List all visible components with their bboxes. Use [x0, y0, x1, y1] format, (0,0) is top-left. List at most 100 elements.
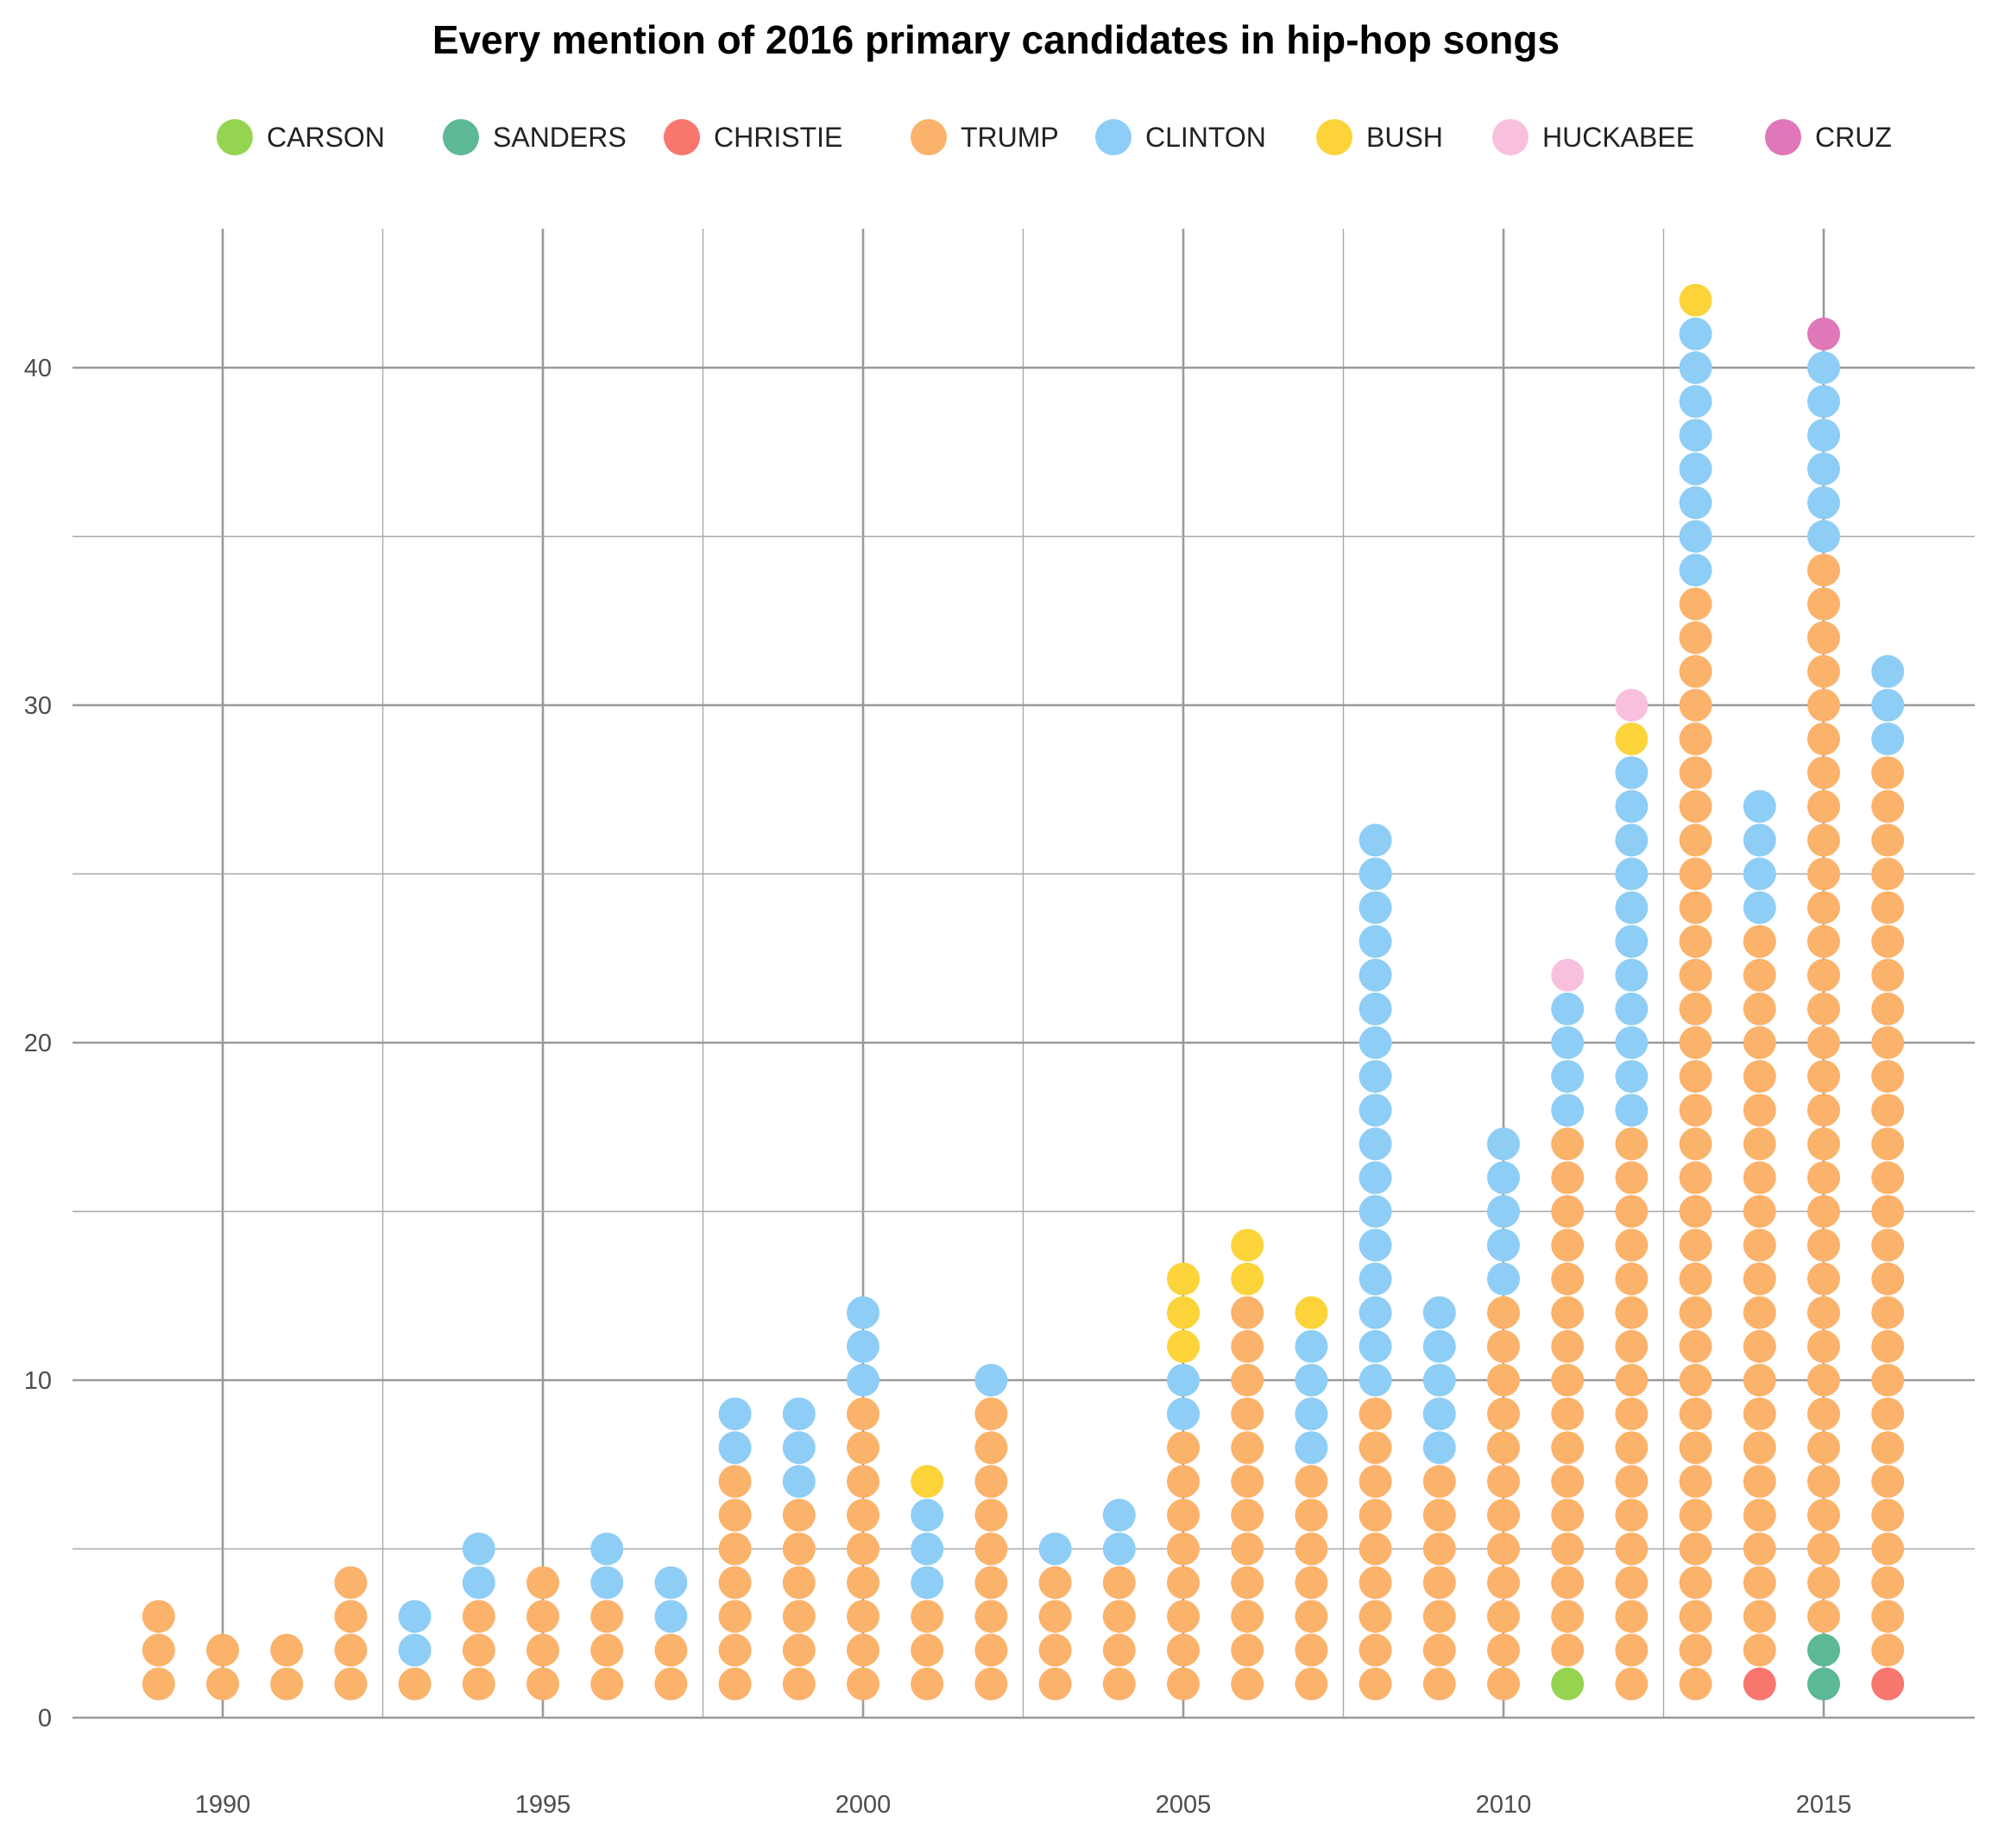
- dot-trump-2014: [1743, 1228, 1776, 1262]
- dot-trump-2004: [1102, 1667, 1136, 1700]
- dot-trump-2016: [1871, 1296, 1905, 1329]
- dot-trump-2011: [1551, 1431, 1585, 1465]
- dot-trump-2006: [1231, 1566, 1264, 1599]
- dot-trump-2002: [974, 1397, 1008, 1431]
- dot-trump-2004: [1102, 1566, 1136, 1599]
- dot-carson-2011: [1551, 1667, 1585, 1700]
- dot-trump-2015: [1807, 924, 1840, 958]
- legend-swatch-sanders: [443, 119, 479, 155]
- dot-trump-2002: [974, 1599, 1008, 1633]
- dot-trump-2014: [1743, 1465, 1776, 1498]
- dot-trump-2008: [1358, 1599, 1392, 1633]
- dot-trump-2007: [1295, 1566, 1328, 1599]
- dot-trump-1999: [782, 1566, 816, 1599]
- dot-clinton-2008: [1358, 958, 1392, 992]
- dot-bush-2006: [1231, 1262, 1264, 1296]
- dot-clinton-2012: [1615, 790, 1648, 823]
- dot-trump-2008: [1358, 1667, 1392, 1700]
- dot-clinton-2008: [1358, 1296, 1392, 1329]
- dot-clinton-2012: [1615, 891, 1648, 924]
- dot-trump-2012: [1615, 1465, 1648, 1498]
- dot-christie-2014: [1743, 1667, 1776, 1700]
- dot-trump-2016: [1871, 1431, 1905, 1465]
- dot-trump-2013: [1679, 790, 1712, 823]
- dot-trump-2012: [1615, 1262, 1648, 1296]
- dot-trump-2007: [1295, 1599, 1328, 1633]
- legend-label-cruz: CRUZ: [1815, 122, 1892, 153]
- dot-trump-2015: [1807, 1397, 1840, 1431]
- dot-trump-1995: [526, 1566, 559, 1599]
- dot-trump-2006: [1231, 1397, 1264, 1431]
- dot-trump-2015: [1807, 1228, 1840, 1262]
- x-tick-label: 1990: [195, 1791, 251, 1819]
- dot-clinton-2013: [1679, 317, 1712, 350]
- dot-trump-2011: [1551, 1532, 1585, 1566]
- dot-clinton-1999: [782, 1431, 816, 1465]
- dot-trump-2008: [1358, 1498, 1392, 1532]
- dot-trump-1999: [782, 1532, 816, 1566]
- dot-trump-2014: [1743, 924, 1776, 958]
- dot-trump-2011: [1551, 1599, 1585, 1633]
- dot-bush-2007: [1295, 1296, 1328, 1329]
- dot-trump-1992: [334, 1633, 368, 1667]
- y-tick-label: 20: [24, 1030, 52, 1057]
- dot-trump-2012: [1615, 1161, 1648, 1195]
- dot-trump-2016: [1871, 1599, 1905, 1633]
- dot-trump-2012: [1615, 1599, 1648, 1633]
- dot-clinton-2010: [1487, 1228, 1520, 1262]
- dot-trump-2012: [1615, 1498, 1648, 1532]
- dot-trump-2009: [1422, 1667, 1456, 1700]
- dot-clinton-2008: [1358, 1060, 1392, 1094]
- dot-trump-2010: [1487, 1633, 1520, 1667]
- dot-trump-2004: [1102, 1633, 1136, 1667]
- dot-trump-2006: [1231, 1599, 1264, 1633]
- dot-clinton-1999: [782, 1397, 816, 1431]
- dot-trump-2008: [1358, 1566, 1392, 1599]
- dot-trump-2015: [1807, 1127, 1840, 1161]
- dot-clinton-2010: [1487, 1161, 1520, 1195]
- dot-clinton-2012: [1615, 1060, 1648, 1094]
- dot-trump-2005: [1167, 1465, 1200, 1498]
- dot-trump-2013: [1679, 1465, 1712, 1498]
- dot-cruz-2015: [1807, 317, 1840, 350]
- dot-clinton-1993: [398, 1599, 432, 1633]
- dot-trump-2012: [1615, 1296, 1648, 1329]
- dot-clinton-2015: [1807, 419, 1840, 452]
- dot-trump-2013: [1679, 1633, 1712, 1667]
- dot-trump-2016: [1871, 924, 1905, 958]
- dot-trump-2016: [1871, 1566, 1905, 1599]
- dot-trump-2014: [1743, 1127, 1776, 1161]
- dot-bush-2012: [1615, 722, 1648, 756]
- dot-clinton-2001: [911, 1566, 944, 1599]
- dot-clinton-2011: [1551, 992, 1585, 1025]
- dot-trump-2000: [847, 1566, 879, 1599]
- dot-trump-2011: [1551, 1195, 1585, 1228]
- dot-clinton-2013: [1679, 452, 1712, 486]
- dot-trump-2008: [1358, 1532, 1392, 1566]
- dot-trump-2010: [1487, 1566, 1520, 1599]
- legend-label-trump: TRUMP: [961, 122, 1059, 153]
- dot-trump-1999: [782, 1633, 816, 1667]
- dot-trump-2000: [847, 1431, 879, 1465]
- dot-trump-2005: [1167, 1667, 1200, 1700]
- legend-item-huckabee: HUCKABEE: [1492, 119, 1694, 155]
- dot-trump-2015: [1807, 1296, 1840, 1329]
- dot-trump-2007: [1295, 1633, 1328, 1667]
- dot-clinton-2016: [1871, 654, 1905, 688]
- dot-clinton-2008: [1358, 992, 1392, 1025]
- dot-trump-2016: [1871, 857, 1905, 891]
- dot-trump-1998: [718, 1599, 752, 1633]
- dot-clinton-2012: [1615, 958, 1648, 992]
- dot-trump-2016: [1871, 1060, 1905, 1094]
- dot-bush-2013: [1679, 283, 1712, 317]
- dot-trump-2015: [1807, 1465, 1840, 1498]
- dot-trump-2016: [1871, 790, 1905, 823]
- dot-trump-2010: [1487, 1465, 1520, 1498]
- dot-sanders-2015: [1807, 1633, 1840, 1667]
- dot-trump-2000: [847, 1667, 879, 1700]
- x-tick-label: 2005: [1156, 1791, 1212, 1819]
- dot-trump-2013: [1679, 1296, 1712, 1329]
- dot-clinton-2012: [1615, 992, 1648, 1025]
- legend-label-christie: CHRISTIE: [714, 122, 842, 153]
- dot-trump-2015: [1807, 891, 1840, 924]
